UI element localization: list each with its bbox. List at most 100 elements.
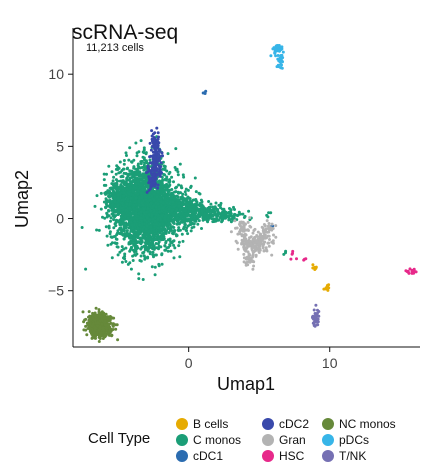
data-point [123,252,127,256]
data-point [255,247,259,251]
data-point [145,190,149,194]
data-point [90,324,94,328]
data-point [194,199,198,203]
data-point [172,180,175,184]
data-point [149,230,153,234]
series-t-nk [311,303,321,328]
data-point [149,201,153,205]
series-gran [229,216,278,271]
data-point [165,246,169,250]
data-point [143,212,147,216]
data-point [274,235,278,239]
data-point [188,223,192,227]
data-point [121,219,125,223]
data-point [129,193,133,196]
data-point [177,204,181,208]
data-point [111,192,115,195]
data-point [93,318,97,322]
data-point [242,252,246,256]
data-point [233,219,237,223]
data-point [173,196,177,200]
data-point [130,246,133,249]
data-point [139,242,143,246]
data-point [117,198,120,202]
data-point [233,213,237,216]
data-point [157,207,161,211]
data-point [249,235,253,239]
data-point [188,207,192,211]
data-point [120,245,124,249]
data-point [138,259,142,262]
data-point [115,233,119,237]
data-point [149,227,153,231]
data-point [186,232,190,236]
data-point [86,322,90,326]
data-point [325,284,329,288]
data-point [126,216,130,220]
y-tick-label: 0 [56,211,64,227]
data-point [327,286,331,290]
data-point [176,198,180,202]
data-point [156,131,160,135]
data-point [99,207,103,211]
data-point [112,213,116,217]
data-point [122,233,126,237]
data-point [109,216,113,220]
data-point [154,213,158,216]
data-point [133,219,137,223]
data-point [145,171,148,175]
data-point [170,209,174,213]
data-point [131,205,135,209]
data-point [170,191,174,195]
data-point [167,219,171,222]
data-point [141,188,145,192]
data-point [154,253,158,257]
data-point [101,337,105,340]
data-point [212,213,216,217]
data-point [119,215,123,219]
data-point [104,202,108,206]
data-point [105,326,108,330]
data-point [412,269,416,273]
data-point [157,164,161,168]
data-point [317,314,321,318]
data-point [214,201,218,205]
data-point [123,214,127,218]
data-point [160,187,163,191]
data-point [251,246,255,250]
data-point [139,191,143,195]
data-point [111,186,115,190]
data-point [146,235,150,239]
data-point [110,256,114,260]
data-point [136,169,140,173]
data-point [168,188,172,192]
data-point [102,178,106,182]
data-point [121,179,125,183]
data-point [142,225,146,229]
data-point [224,211,228,215]
data-point [107,329,111,333]
data-point [136,226,140,230]
data-point [152,159,156,163]
data-point [111,328,115,331]
data-point [148,158,152,162]
data-point [180,210,184,214]
data-point [246,228,250,232]
data-point [126,174,130,178]
data-point [244,222,247,226]
data-point [161,222,165,226]
data-point [137,165,141,169]
data-point [172,239,176,243]
data-point [275,45,279,49]
series-b-cells [311,263,331,292]
data-point [162,208,166,212]
data-point [123,257,127,261]
data-point [97,308,101,312]
data-point [176,191,180,195]
data-point [112,322,115,326]
data-point [181,239,185,243]
data-point [135,176,139,180]
data-point [125,167,129,171]
data-point [139,213,143,217]
data-point [206,218,210,222]
